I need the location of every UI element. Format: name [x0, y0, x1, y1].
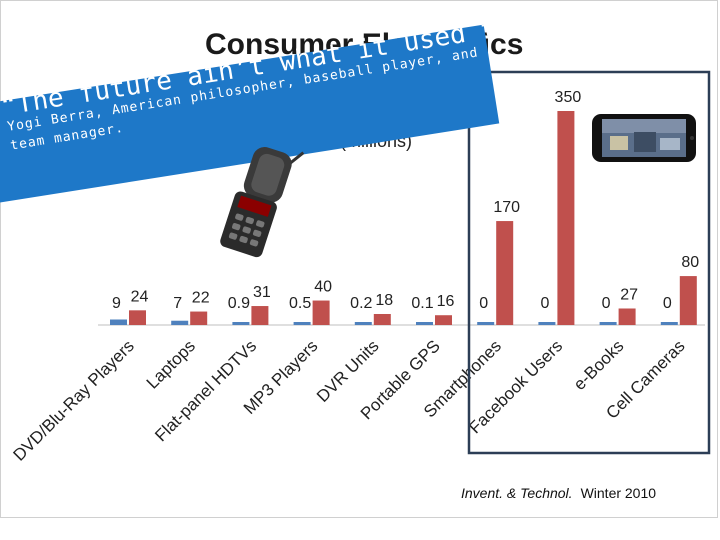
- data-label-series-2-6: 170: [493, 199, 520, 216]
- category-label-1: Laptops: [143, 336, 199, 392]
- bar-series-1-0: [110, 319, 127, 325]
- bars-layer: [110, 111, 697, 325]
- data-label-series-2-1: 22: [192, 290, 210, 307]
- data-label-series-1-2: 0.9: [228, 295, 250, 312]
- source-issue: Winter 2010: [581, 485, 657, 501]
- source-citation: Invent. & Technol. Winter 2010: [461, 485, 656, 501]
- bar-series-2-4: [373, 313, 391, 325]
- data-label-series-2-2: 31: [253, 284, 271, 301]
- bar-series-1-3: [293, 322, 311, 325]
- bar-series-2-1: [190, 311, 208, 325]
- data-label-series-2-0: 24: [131, 288, 149, 305]
- highlight-box: [467, 70, 711, 455]
- bar-series-1-7: [538, 322, 556, 325]
- bar-series-2-6: [496, 221, 514, 325]
- category-label-0: DVD/Blu-Ray Players: [9, 336, 137, 464]
- bar-series-2-3: [312, 300, 330, 325]
- bar-series-1-6: [477, 322, 495, 325]
- bar-series-2-8: [618, 308, 636, 325]
- chart-unit-label: (millions): [340, 131, 412, 151]
- data-labels-layer: 9 24 7 22 0.931 0.540 0.2 18 0.1 16 0 170 0 350 0 27 0 80: [112, 89, 699, 312]
- smartphone-image: [592, 114, 696, 162]
- bar-series-2-2: [251, 306, 269, 325]
- category-label-8: e-Books: [570, 336, 628, 394]
- data-label-series-2-7: 350: [555, 89, 582, 106]
- bar-series-1-5: [416, 322, 433, 325]
- data-label-series-1-0: 9: [112, 295, 121, 312]
- category-label-2: Flat-panel HDTVs: [151, 336, 260, 445]
- bar-series-2-0: [129, 310, 146, 325]
- data-label-series-1-8: 0: [602, 295, 611, 312]
- flip-phone-image: [220, 147, 305, 258]
- bar-series-2-7: [557, 111, 575, 325]
- data-label-series-2-5: 16: [437, 293, 455, 310]
- data-label-series-1-9: 0: [663, 295, 672, 312]
- bar-series-1-8: [599, 322, 617, 325]
- bar-series-1-4: [354, 322, 372, 325]
- data-label-series-1-4: 0.2: [350, 295, 372, 312]
- data-label-series-1-5: 0.1: [411, 295, 433, 312]
- bar-series-2-9: [679, 276, 697, 325]
- data-label-series-2-3: 40: [314, 279, 332, 296]
- data-label-series-1-3: 0.5: [289, 295, 311, 312]
- data-label-series-1-6: 0: [479, 295, 488, 312]
- data-label-series-2-9: 80: [681, 254, 699, 271]
- data-label-series-1-1: 7: [173, 295, 182, 312]
- bar-series-2-5: [435, 315, 452, 325]
- bar-series-1-9: [660, 322, 678, 325]
- bar-series-1-2: [232, 322, 250, 325]
- bar-series-1-1: [171, 320, 189, 325]
- data-label-series-1-7: 0: [540, 295, 549, 312]
- data-label-series-2-4: 18: [375, 292, 393, 309]
- data-label-series-2-8: 27: [620, 286, 638, 303]
- source-publication: Invent. & Technol.: [461, 485, 573, 501]
